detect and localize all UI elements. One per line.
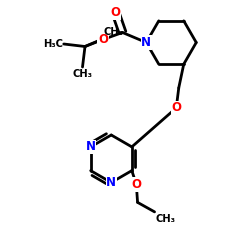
Text: N: N [106, 176, 116, 189]
Text: N: N [86, 140, 96, 153]
Text: CH₃: CH₃ [104, 27, 124, 37]
Text: O: O [110, 6, 120, 19]
Text: CH₃: CH₃ [156, 214, 176, 224]
Text: O: O [171, 102, 181, 114]
Text: N: N [141, 36, 151, 49]
Text: O: O [131, 178, 141, 191]
Text: O: O [98, 33, 108, 46]
Text: CH₃: CH₃ [72, 69, 92, 79]
Text: H₃C: H₃C [43, 39, 63, 49]
